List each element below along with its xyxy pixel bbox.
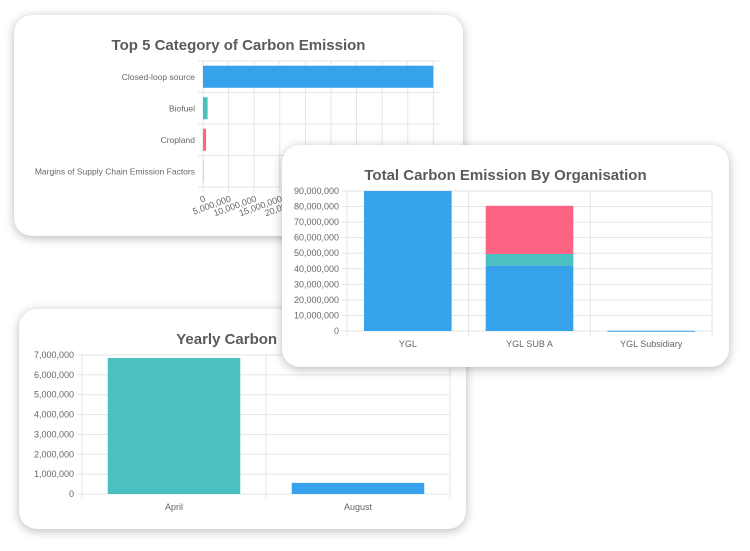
top5-category-label: Closed-loop source (122, 72, 196, 82)
yearly-y-tick-label: 2,000,000 (34, 449, 74, 459)
yearly-bar (291, 482, 425, 494)
org-y-tick-label: 20,000,000 (294, 295, 339, 305)
org-y-tick-label: 90,000,000 (294, 186, 339, 196)
yearly-y-tick-label: 3,000,000 (34, 429, 74, 439)
org-y-tick-label: 50,000,000 (294, 248, 339, 258)
org-emission-chart: 0 10,000,000 20,000,000 30,000,000 40,000,00… (294, 186, 713, 349)
top5-x-tick-label: 0 (199, 193, 207, 204)
top5-category-label: Cropland (161, 135, 196, 145)
org-y-tick-label: 10,000,000 (294, 310, 339, 320)
top5-bar (203, 65, 434, 88)
yearly-emission-chart: 0 1,000,000 2,000,000 3,000,000 4,000,000 5,0… (34, 350, 451, 512)
yearly-category-label: April (165, 502, 183, 512)
top5-chart-title: Top 5 Category of Carbon Emission (111, 37, 366, 54)
yearly-y-tick-label: 0 (69, 489, 74, 499)
yearly-chart-title: Yearly Carbon Emi (176, 331, 309, 348)
org-y-tick-label: 40,000,000 (294, 264, 339, 274)
top5-bar (203, 97, 208, 120)
org-y-tick-label: 60,000,000 (294, 233, 339, 243)
org-category-label: YGL (399, 339, 417, 349)
top5-category-label: Margins of Supply Chain Emission Factors (35, 166, 195, 176)
top5-category-label: Biofuel (169, 103, 195, 113)
yearly-y-tick-label: 4,000,000 (34, 410, 74, 420)
org-chart-title: Total Carbon Emission By Organisation (364, 167, 647, 184)
org-bar-segment (485, 265, 574, 331)
yearly-y-tick-label: 5,000,000 (34, 390, 74, 400)
org-category-label: YGL Subsidiary (620, 339, 683, 349)
org-bar-segment (485, 254, 574, 266)
org-y-tick-label: 0 (334, 326, 339, 336)
yearly-y-tick-label: 1,000,000 (34, 469, 74, 479)
org-category-label: YGL SUB A (506, 339, 553, 349)
org-y-tick-label: 70,000,000 (294, 217, 339, 227)
yearly-bar (107, 357, 241, 494)
org-y-tick-label: 80,000,000 (294, 202, 339, 212)
org-y-tick-label: 30,000,000 (294, 279, 339, 289)
top5-bar (203, 128, 207, 151)
org-emission-card: Total Carbon Emission By Organisation 0 1… (282, 145, 729, 367)
top5-bar (203, 160, 204, 183)
org-bar-segment (607, 330, 695, 332)
org-bar-segment (364, 191, 452, 331)
yearly-category-label: August (344, 502, 373, 512)
yearly-y-tick-label: 7,000,000 (34, 350, 74, 360)
yearly-y-tick-label: 6,000,000 (34, 370, 74, 380)
org-bar-segment (485, 205, 574, 254)
